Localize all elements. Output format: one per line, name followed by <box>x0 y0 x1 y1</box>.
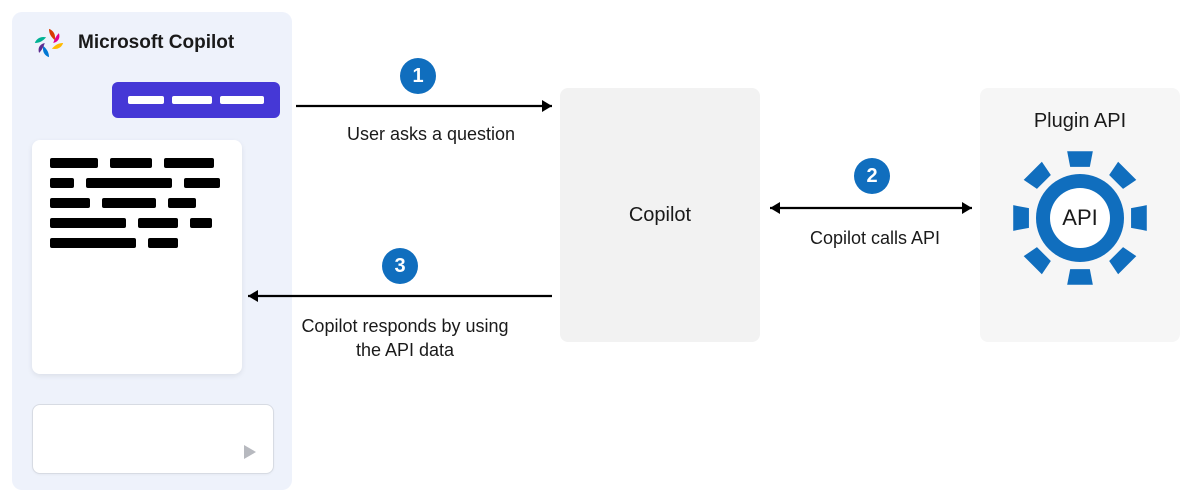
step-badge-1: 1 <box>400 58 436 94</box>
step-label-2: Copilot calls API <box>800 226 950 250</box>
diagram-canvas: Microsoft Copilot Copilot Plugin API API… <box>0 0 1200 502</box>
step-badge-3: 3 <box>382 248 418 284</box>
arrows-layer <box>0 0 1200 502</box>
step-label-1: User asks a question <box>336 122 526 146</box>
step-badge-2: 2 <box>854 158 890 194</box>
step-label-3: Copilot responds by usingthe API data <box>280 314 530 363</box>
